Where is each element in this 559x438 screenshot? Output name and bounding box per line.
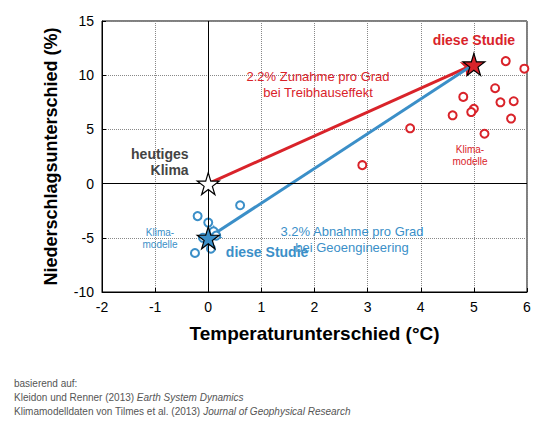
svg-text:10: 10 [78, 67, 94, 83]
svg-text:Kleidon und Renner (2013): Kleidon und Renner (2013) [14, 392, 137, 403]
svg-text:Klimamodelldaten von Tilmes et: Klimamodelldaten von Tilmes et al. (2013… [14, 406, 203, 417]
svg-text:3: 3 [364, 299, 372, 315]
svg-text:2: 2 [311, 299, 319, 315]
svg-text:modelle: modelle [142, 239, 177, 250]
svg-text:Temperaturunterschied (°C): Temperaturunterschied (°C) [189, 323, 439, 344]
svg-text:0: 0 [86, 176, 94, 192]
svg-text:0: 0 [204, 299, 212, 315]
svg-text:basierend auf:: basierend auf: [14, 378, 77, 389]
svg-text:-1: -1 [149, 299, 162, 315]
svg-text:Journal of Geophysical Researc: Journal of Geophysical Research [202, 406, 351, 417]
svg-text:3.2% Abnahme pro Grad: 3.2% Abnahme pro Grad [280, 224, 423, 239]
svg-text:modelle: modelle [452, 156, 487, 167]
svg-text:diese Studie: diese Studie [225, 243, 309, 260]
svg-text:5: 5 [470, 299, 478, 315]
svg-text:2.2% Zunahme pro Grad: 2.2% Zunahme pro Grad [246, 69, 389, 84]
svg-text:5: 5 [86, 121, 94, 137]
svg-text:Klima-: Klima- [456, 144, 484, 155]
svg-text:bei Geoengineering: bei Geoengineering [295, 240, 408, 255]
svg-text:Klima: Klima [151, 162, 189, 178]
svg-text:1: 1 [257, 299, 265, 315]
svg-text:-2: -2 [96, 299, 109, 315]
svg-text:Klima-: Klima- [146, 227, 174, 238]
svg-text:-10: -10 [74, 284, 94, 300]
svg-text:-5: -5 [82, 230, 95, 246]
svg-text:heutiges: heutiges [131, 146, 189, 162]
svg-text:bei Treibhauseffekt: bei Treibhauseffekt [263, 85, 373, 100]
svg-text:diese Studie: diese Studie [433, 32, 516, 48]
svg-text:Niederschlagsunterschied (%): Niederschlagsunterschied (%) [41, 27, 61, 285]
svg-text:15: 15 [78, 13, 94, 29]
svg-text:Earth System Dynamics: Earth System Dynamics [137, 392, 244, 403]
svg-text:4: 4 [417, 299, 425, 315]
svg-text:6: 6 [523, 299, 531, 315]
